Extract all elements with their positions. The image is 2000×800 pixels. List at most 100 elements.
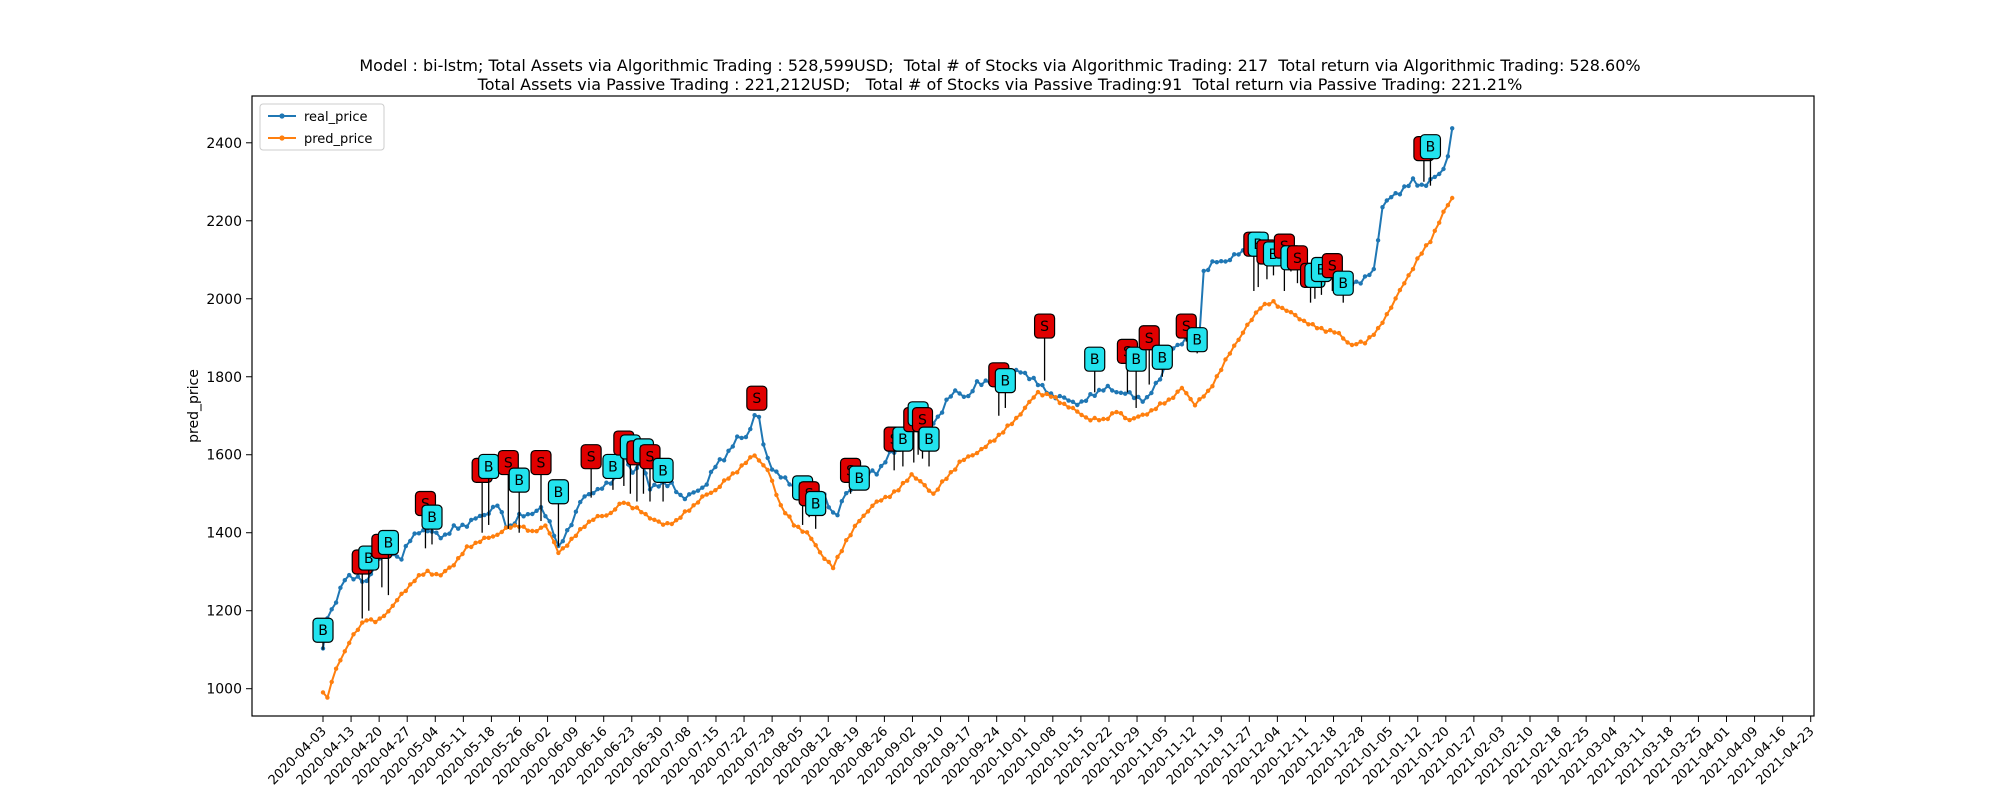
point-real-price	[1140, 399, 1145, 404]
point-real-price	[1227, 257, 1233, 263]
point-pred-price	[547, 531, 552, 536]
point-real-price	[735, 434, 740, 439]
point-pred-price	[490, 534, 496, 539]
legend-marker-real-price	[279, 113, 285, 119]
point-real-price	[1075, 402, 1080, 408]
point-pred-price	[499, 529, 504, 535]
point-real-price	[665, 483, 670, 489]
point-pred-price	[425, 568, 430, 573]
point-pred-price	[944, 476, 949, 481]
point-real-price	[425, 529, 430, 534]
point-real-price	[1367, 272, 1372, 278]
point-pred-price	[909, 472, 914, 477]
y-tick-label: 1000	[206, 682, 242, 698]
point-real-price	[979, 382, 984, 388]
point-real-price	[630, 470, 635, 475]
buy-signal: B	[1186, 327, 1208, 354]
point-real-price	[1022, 370, 1028, 376]
sell-signal: S	[530, 449, 552, 522]
point-pred-price	[1035, 389, 1041, 395]
point-pred-price	[970, 453, 975, 458]
signal-label: B	[384, 535, 394, 551]
signal-box	[1084, 346, 1106, 372]
point-pred-price	[1040, 393, 1045, 398]
signal-label: B	[1338, 276, 1348, 292]
point-pred-price	[1249, 317, 1254, 323]
point-pred-price	[1275, 304, 1281, 309]
point-pred-price	[674, 518, 679, 523]
point-pred-price	[1393, 296, 1398, 301]
signal-label: B	[811, 496, 821, 512]
point-real-price	[1101, 388, 1106, 393]
signal-box	[580, 444, 602, 470]
point-pred-price	[1306, 322, 1311, 327]
point-real-price	[769, 467, 775, 472]
point-real-price	[695, 488, 701, 493]
point-pred-price	[342, 649, 347, 654]
buy-signal: B	[805, 490, 827, 529]
point-pred-price	[351, 632, 356, 637]
point-real-price	[1096, 387, 1102, 393]
point-pred-price	[1009, 421, 1015, 427]
point-real-price	[604, 480, 609, 485]
point-real-price	[826, 505, 831, 510]
signal-box	[918, 426, 940, 452]
point-real-price	[1384, 198, 1390, 203]
point-pred-price	[830, 565, 836, 571]
y-tick-label: 1400	[206, 526, 242, 542]
point-pred-price	[721, 478, 727, 483]
point-pred-price	[774, 492, 779, 498]
point-pred-price	[713, 488, 718, 493]
point-pred-price	[1048, 394, 1054, 399]
y-tick-label: 2200	[206, 214, 242, 230]
point-pred-price	[1354, 342, 1359, 347]
point-pred-price	[1375, 325, 1381, 331]
point-pred-price	[399, 591, 404, 596]
point-pred-price	[482, 535, 487, 540]
point-pred-price	[1345, 340, 1350, 345]
point-pred-price	[804, 530, 810, 535]
point-real-price	[1088, 392, 1093, 397]
point-pred-price	[665, 521, 670, 526]
sell-signal: S	[580, 444, 602, 498]
point-pred-price	[1157, 401, 1163, 406]
point-pred-price	[447, 565, 452, 570]
point-pred-price	[1371, 332, 1377, 337]
point-pred-price	[456, 556, 461, 561]
point-real-price	[1136, 394, 1141, 400]
point-pred-price	[1096, 418, 1102, 423]
signal-label: B	[1131, 352, 1141, 368]
signal-box	[1033, 313, 1056, 339]
point-real-price	[1110, 388, 1115, 393]
point-real-price	[878, 463, 884, 469]
point-real-price	[434, 530, 439, 535]
point-pred-price	[900, 480, 906, 486]
point-pred-price	[473, 540, 478, 545]
buy-signal: B	[994, 368, 1016, 408]
plot-frame	[251, 95, 1815, 717]
signal-label: S	[1040, 319, 1049, 335]
point-pred-price	[935, 487, 940, 492]
point-real-price	[1380, 205, 1385, 210]
point-pred-price	[1140, 412, 1145, 417]
point-pred-price	[1175, 389, 1180, 394]
point-real-price	[1402, 184, 1407, 189]
signal-box	[1332, 270, 1354, 296]
buy-signal: B	[421, 504, 443, 545]
point-pred-price	[1384, 312, 1390, 317]
point-real-price	[674, 489, 679, 495]
point-pred-price	[769, 478, 775, 483]
point-real-price	[1057, 393, 1063, 399]
point-real-price	[1450, 126, 1455, 131]
point-pred-price	[1005, 423, 1010, 428]
point-pred-price	[735, 470, 740, 475]
signal-label: S	[1145, 331, 1154, 347]
point-pred-price	[822, 556, 827, 561]
point-real-price	[573, 509, 579, 514]
point-pred-price	[726, 476, 731, 481]
point-pred-price	[390, 603, 395, 608]
point-pred-price	[460, 551, 465, 557]
series-lines	[320, 126, 1455, 700]
point-pred-price	[325, 695, 330, 700]
point-real-price	[347, 572, 352, 578]
